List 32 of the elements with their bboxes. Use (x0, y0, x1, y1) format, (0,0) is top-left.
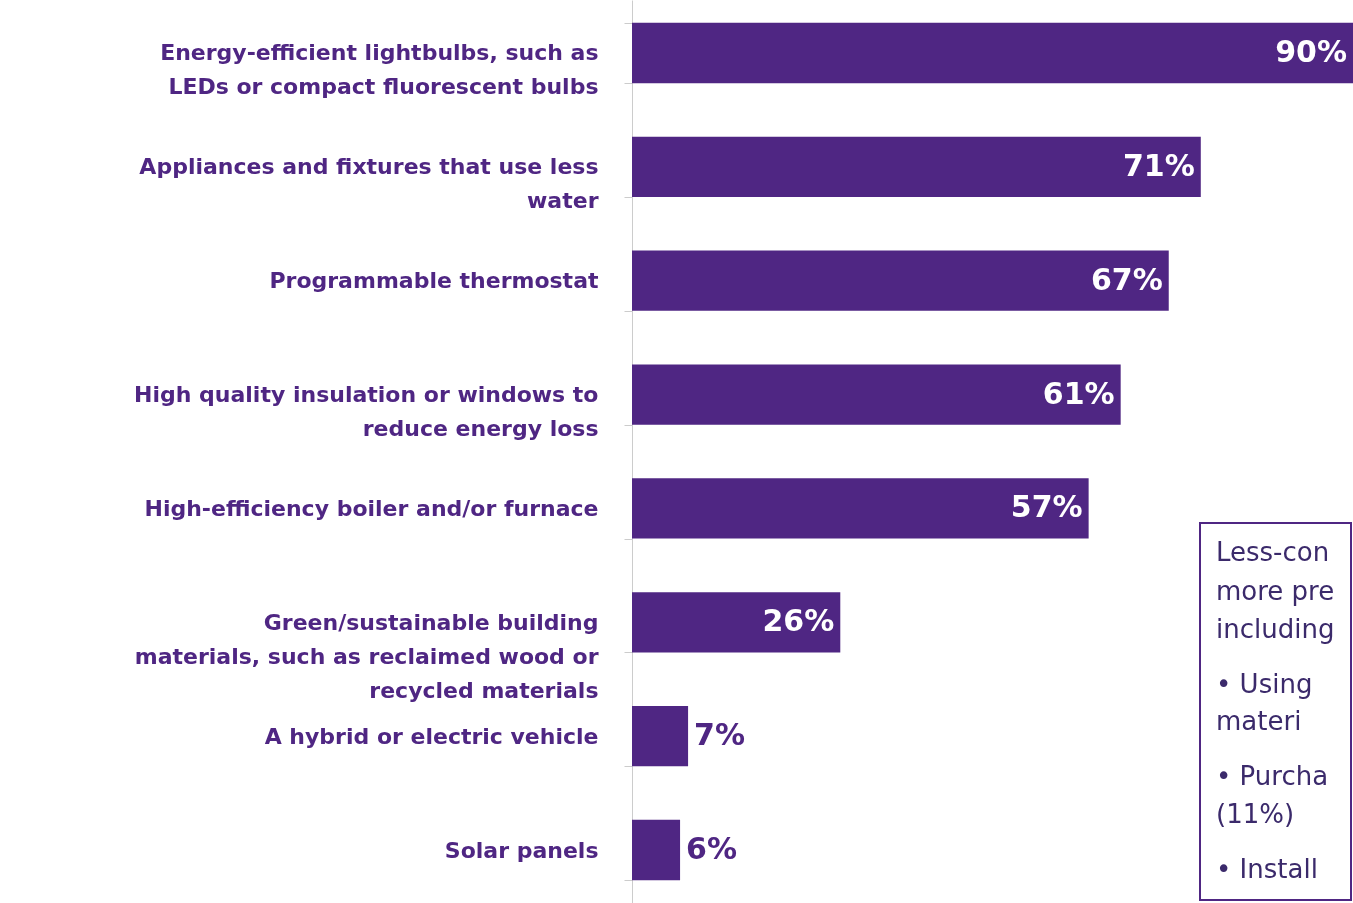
annotation: (11%) (1216, 799, 1295, 829)
data-label: 6% (686, 831, 737, 867)
y-tick-label: A hybrid or electric vehicle (264, 723, 599, 749)
y-tick-label: Programmable thermostat (269, 268, 599, 294)
bar (632, 592, 841, 653)
data-label: 61% (1042, 375, 1115, 411)
annotation: • Purcha (1216, 761, 1329, 791)
annotation: more pre (1216, 576, 1335, 606)
data-label: 67% (1090, 261, 1163, 297)
y-tick-label: High-efficiency boiler and/or furnace (144, 495, 599, 521)
y-tick-label: Energy-efficient lightbulbs, such as LEDs or compact fluorescent bulbs (160, 40, 599, 100)
bar (632, 364, 1121, 425)
bar (632, 22, 1353, 84)
annotation: • Using (1216, 669, 1313, 699)
data-label: 71% (1122, 147, 1195, 183)
data-label: 90% (1275, 33, 1347, 69)
bar (632, 819, 681, 881)
y-tick-label: Appliances and fixtures that use less water (139, 154, 599, 214)
data-label: 26% (762, 603, 835, 639)
annotation: • Install (1216, 854, 1318, 884)
annotation: including (1216, 614, 1335, 644)
bar (632, 478, 1089, 539)
y-tick-label: Solar panels (444, 837, 599, 863)
bar (632, 706, 689, 767)
annotation: Less-con (1216, 537, 1330, 567)
y-tick-label: High quality insulation or windows to reduce energy loss (134, 382, 599, 442)
data-label: 7% (694, 717, 746, 753)
data-label: 57% (1010, 489, 1083, 525)
bar (632, 250, 1169, 311)
bar (632, 136, 1201, 197)
y-tick-label: Green/sustainable building materials, such as reclaimed wood or recycled materials (134, 609, 599, 703)
annotation: materi (1216, 706, 1302, 736)
